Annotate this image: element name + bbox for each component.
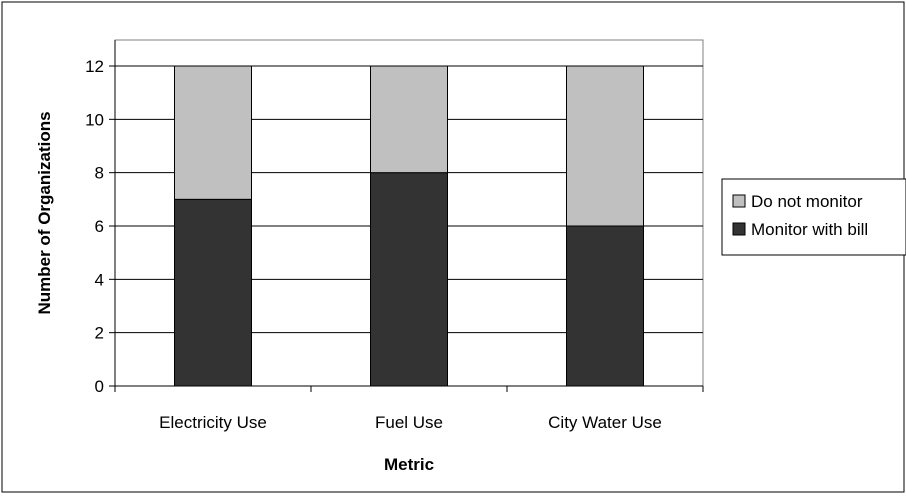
legend-label: Monitor with bill (751, 220, 868, 239)
y-tick-label: 12 (85, 57, 104, 76)
legend: Do not monitor Monitor with bill (721, 178, 906, 256)
legend-box (721, 178, 906, 256)
legend-label: Do not monitor (751, 192, 863, 211)
y-tick-label: 4 (95, 270, 104, 289)
y-tick-label: 10 (85, 110, 104, 129)
y-tick-label: 6 (95, 217, 104, 236)
bar-do-not-monitor (566, 65, 644, 227)
legend-swatch (732, 194, 746, 208)
y-axis-label: Number of Organizations (35, 111, 54, 314)
legend-swatch (732, 222, 746, 236)
x-tick-label: City Water Use (548, 413, 662, 432)
bar-monitor-with-bill (174, 198, 252, 387)
bar-group (174, 65, 644, 387)
bar-do-not-monitor (174, 65, 252, 200)
bar-monitor-with-bill (370, 172, 448, 387)
tick-labels: 0 2 4 6 8 10 12 Electricity Use Fuel Use City Wat… (85, 57, 662, 432)
y-tick-label: 0 (95, 377, 104, 396)
x-axis-label: Metric (384, 455, 434, 474)
bar-monitor-with-bill (566, 225, 644, 387)
axes (109, 40, 704, 392)
y-tick-label: 2 (95, 324, 104, 343)
y-tick-label: 8 (95, 164, 104, 183)
x-tick-label: Electricity Use (159, 413, 267, 432)
bar-do-not-monitor (370, 65, 448, 174)
x-tick-label: Fuel Use (375, 413, 443, 432)
